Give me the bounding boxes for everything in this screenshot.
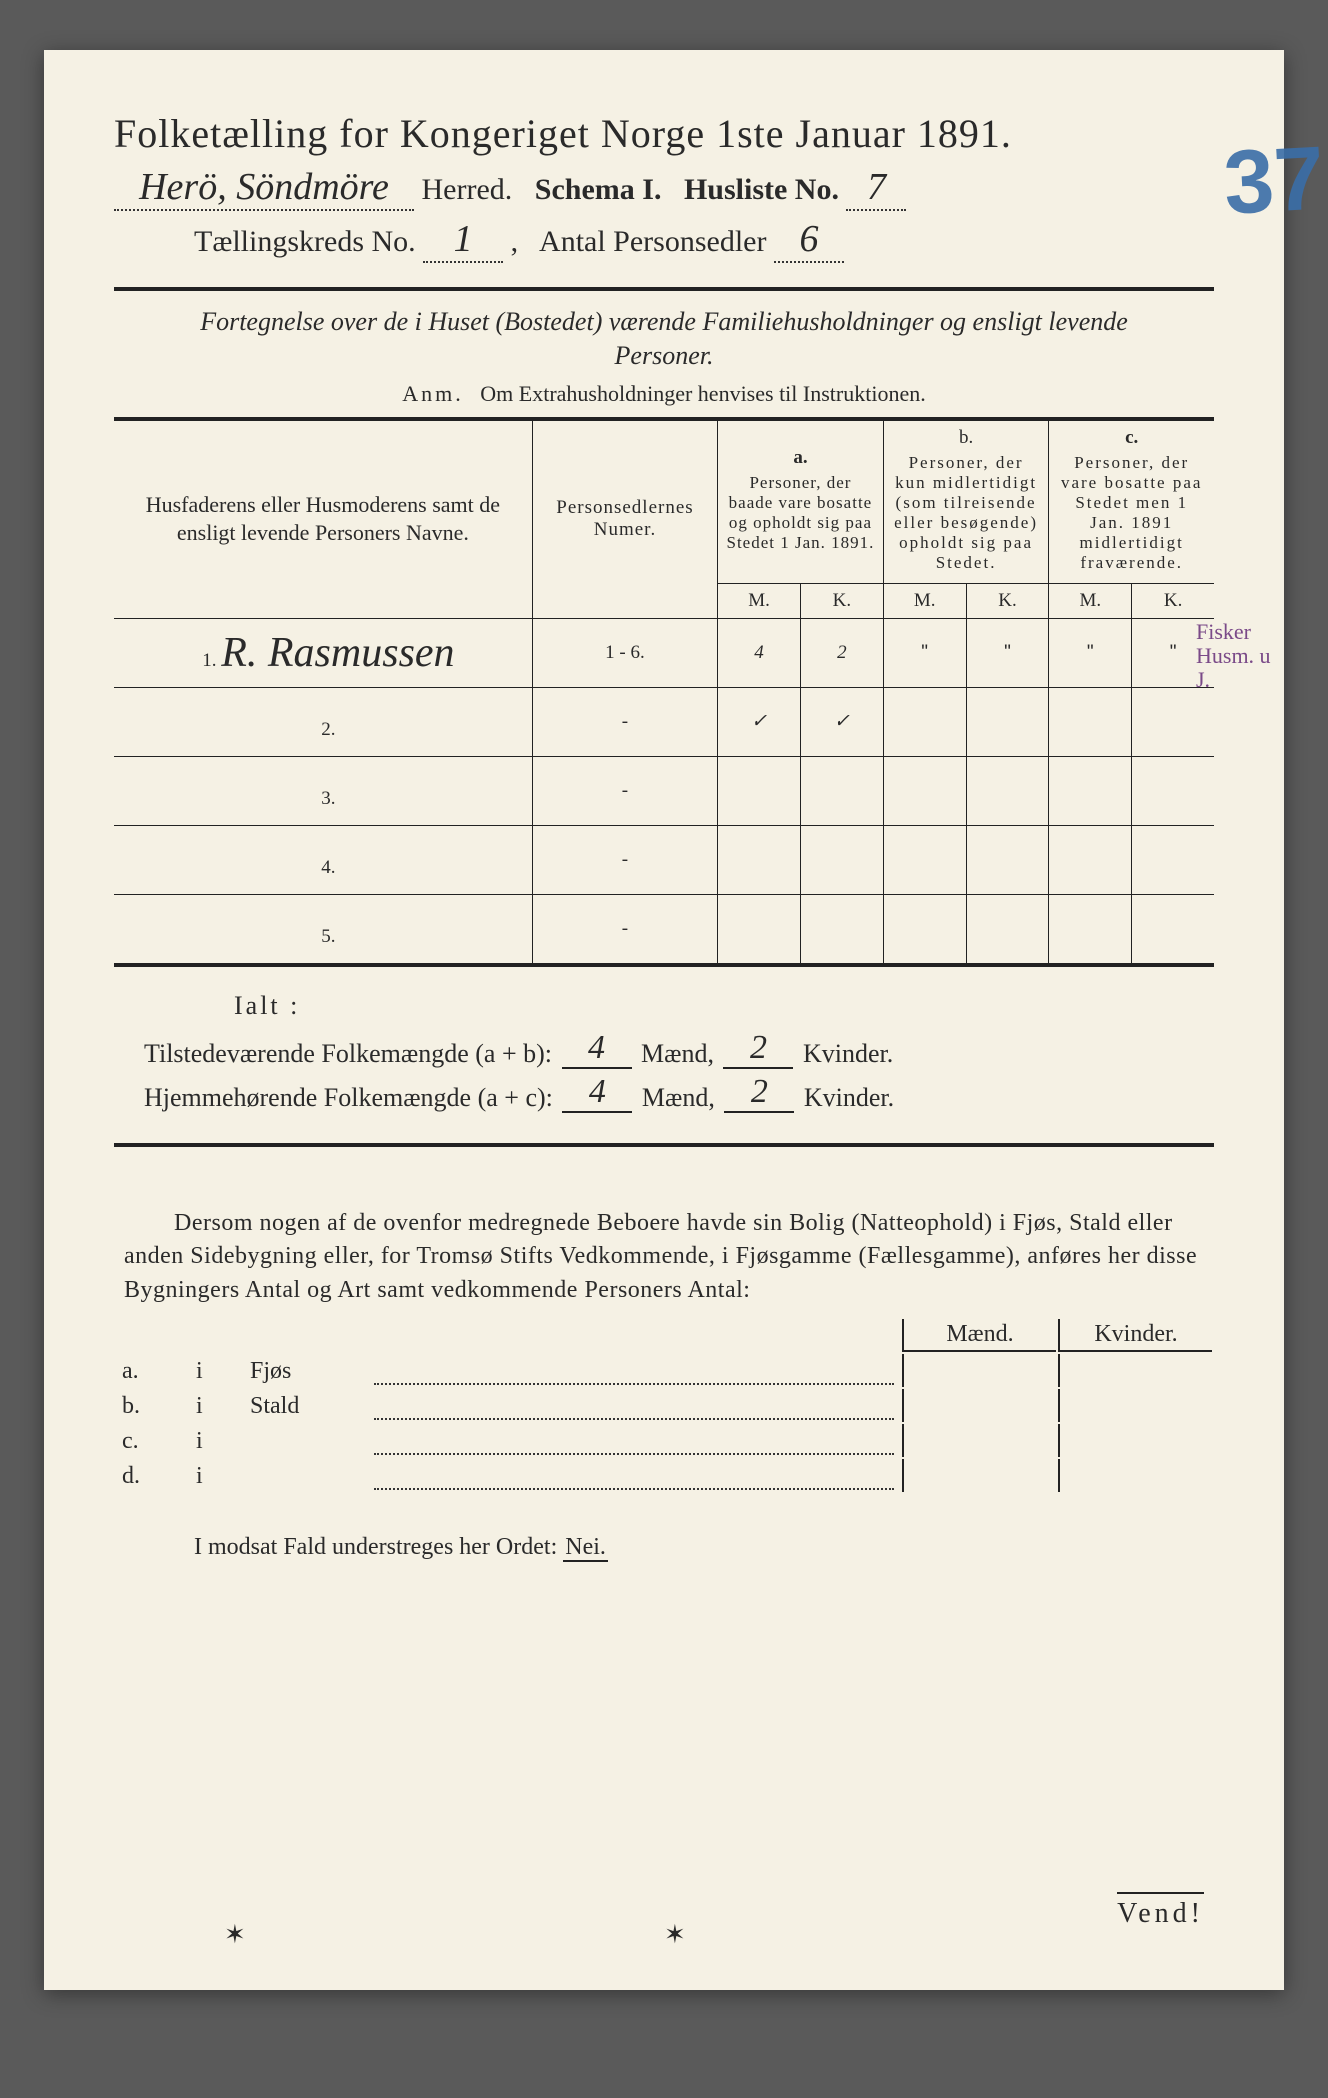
kreds-label: Tællingskreds No. [194, 225, 416, 258]
herred-label: Herred. [422, 173, 513, 206]
col-header-nums: Personsedlernes Numer. [532, 419, 717, 619]
header-line-2: Herö, Söndmöre Herred. Schema I. Huslist… [114, 165, 1214, 211]
col-header-names: Husfaderens eller Husmoderens samt de en… [114, 419, 532, 619]
sum1-k: 2 [723, 1029, 793, 1069]
anm-label: Anm. [402, 381, 464, 406]
bld-col-kvinder: Kvinder. [1058, 1319, 1212, 1352]
table-row: 2. -✓✓ [114, 687, 1214, 756]
nei-line: I modsat Fald understreges her Ordet: Ne… [194, 1534, 1214, 1561]
divider-1 [114, 287, 1214, 291]
mark-star-left: ✶ [224, 1920, 246, 1950]
nei-word: Nei. [563, 1534, 608, 1562]
sum-line-2: Hjemmehørende Folkemængde (a + c): 4 Mæn… [144, 1073, 1214, 1113]
col-header-a: a. Personer, der baade vare bosatte og o… [718, 419, 884, 584]
col-a-m: M. [718, 583, 801, 618]
buildings-table: Mænd. Kvinder. a.iFjøs b.iStald c.i d.i [114, 1317, 1214, 1494]
husliste-value: 7 [846, 165, 906, 211]
census-form-page: Folketælling for Kongeriget Norge 1ste J… [44, 50, 1284, 1990]
building-row: b.iStald [116, 1389, 1212, 1422]
page-title: Folketælling for Kongeriget Norge 1ste J… [114, 110, 1214, 157]
buildings-paragraph: Dersom nogen af de ovenfor medregnede Be… [124, 1207, 1204, 1308]
herred-value: Herö, Söndmöre [114, 165, 414, 211]
stamp-number: 37 [1221, 127, 1326, 235]
husliste-label: Husliste No. [684, 173, 839, 206]
header-line-3: Tællingskreds No. 1 , Antal Personsedler… [194, 217, 1214, 263]
col-c-k: K. [1132, 583, 1214, 618]
table-row: 4. - [114, 825, 1214, 894]
table-row: 5. - [114, 894, 1214, 965]
table-row: 3. - [114, 756, 1214, 825]
bld-col-maend: Mænd. [902, 1319, 1056, 1352]
ialt-label: Ialt : [234, 991, 1214, 1021]
census-table: Husfaderens eller Husmoderens samt de en… [114, 417, 1214, 967]
col-a-k: K. [800, 583, 883, 618]
sum-line-1: Tilstedeværende Folkemængde (a + b): 4 M… [144, 1029, 1214, 1069]
personsedler-label: Antal Personsedler [539, 225, 766, 258]
sum2-m: 4 [562, 1073, 632, 1113]
building-row: d.i [116, 1459, 1212, 1492]
mark-star-mid: ✶ [664, 1920, 686, 1950]
col-b-m: M. [883, 583, 966, 618]
kreds-value: 1 [423, 217, 503, 263]
divider-2 [114, 1143, 1214, 1147]
vend-label: Vend! [1117, 1892, 1204, 1930]
form-subtitle: Fortegnelse over de i Huset (Bostedet) v… [154, 305, 1174, 373]
col-header-b: b. Personer, der kun midlertidigt (som t… [883, 419, 1049, 584]
anm-line: Anm. Om Extrahusholdninger henvises til … [114, 381, 1214, 407]
sum1-m: 4 [562, 1029, 632, 1069]
col-header-c: c. Personer, der vare bosatte paa Stedet… [1049, 419, 1214, 584]
col-b-k: K. [966, 583, 1049, 618]
building-row: a.iFjøs [116, 1354, 1212, 1387]
anm-text: Om Extrahusholdninger henvises til Instr… [480, 381, 925, 406]
schema-label: Schema I. [535, 173, 662, 206]
building-row: c.i [116, 1424, 1212, 1457]
sum2-k: 2 [724, 1073, 794, 1113]
col-c-m: M. [1049, 583, 1132, 618]
personsedler-value: 6 [774, 217, 844, 263]
margin-annotation: Fisker Husm. u J. [1196, 620, 1276, 693]
table-row: 1. R. Rasmussen1 - 6.42"""" [114, 618, 1214, 687]
